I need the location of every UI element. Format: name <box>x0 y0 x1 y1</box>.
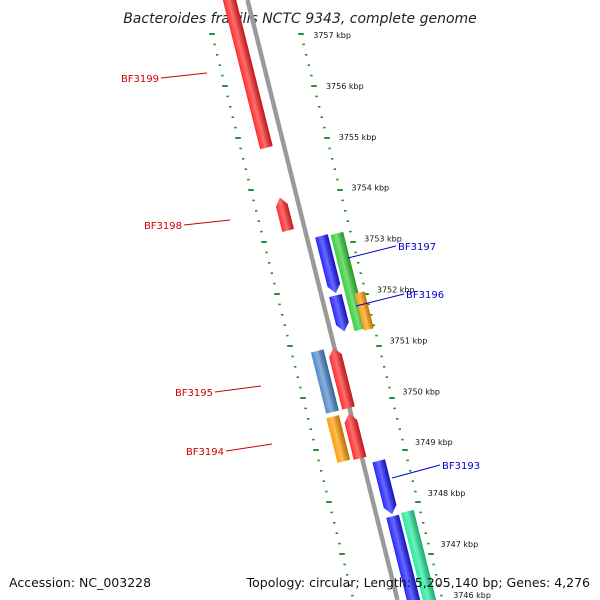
map-title: Bacteroides fragilis NCTC 9343, complete… <box>123 11 477 27</box>
kbp-tick-label: 3748 kbp <box>428 489 466 498</box>
kbp-tick-label: 3753 kbp <box>364 235 402 244</box>
accession-label: Accession: NC_003228 <box>9 575 152 590</box>
genome-stats: Topology: circular; Length: 5,205,140 bp… <box>246 575 590 590</box>
gene-leader-line <box>355 293 405 307</box>
gene-leader-line <box>225 443 273 452</box>
gene-labels: BF3199 BF3198 BF3197 BF3196 BF3195 BF3194 BF31… <box>121 72 480 479</box>
kbp-tick-label: 3746 kbp <box>453 591 491 600</box>
forward-strand-ruler <box>209 33 354 597</box>
gene-leader-line <box>183 219 231 226</box>
kbp-tick-label: 3755 kbp <box>339 133 377 142</box>
gene-orange-b <box>326 415 351 463</box>
gene-BF3194 <box>344 413 367 460</box>
gene-leader-line <box>391 464 441 479</box>
gene-blue-lower <box>386 514 421 600</box>
gene-features <box>222 0 437 600</box>
kbp-tick-label: 3750 kbp <box>402 387 440 396</box>
gene-BF3199 <box>222 0 273 150</box>
kbp-tick-label: 3757 kbp <box>313 31 351 40</box>
kbp-tick-label: 3751 kbp <box>390 336 428 345</box>
reverse-strand-ruler <box>298 33 443 597</box>
gene-label-BF3198: BF3198 <box>144 221 182 232</box>
gene-leader-line <box>160 72 208 79</box>
gene-teal <box>401 509 437 600</box>
gene-label-BF3199: BF3199 <box>121 74 159 85</box>
gene-label-BF3196: BF3196 <box>406 290 444 301</box>
gene-leader-line <box>347 245 397 259</box>
kbp-tick-label: 3752 kbp <box>377 286 415 295</box>
gene-label-BF3195: BF3195 <box>175 388 213 399</box>
gene-BF3193 <box>372 459 397 515</box>
gene-orange-a <box>354 291 374 331</box>
gene-BF3197 <box>315 234 341 294</box>
gene-label-BF3197: BF3197 <box>398 242 436 253</box>
kbp-tick-label: 3756 kbp <box>326 82 364 91</box>
gene-BF3198 <box>275 197 294 232</box>
gene-label-BF3194: BF3194 <box>186 447 224 458</box>
kbp-tick-label: 3747 kbp <box>441 540 479 549</box>
gene-BF3195 <box>329 347 355 410</box>
kbp-tick-labels: 3757 kbp 3756 kbp 3755 kbp 3754 kbp 3753 kbp… <box>313 31 491 600</box>
backbone-line <box>245 0 400 600</box>
gene-leader-line <box>214 385 262 393</box>
kbp-tick-label: 3749 kbp <box>415 438 453 447</box>
kbp-tick-label: 3754 kbp <box>351 184 389 193</box>
gene-steelblue <box>310 349 339 414</box>
gene-BF3196 <box>329 293 349 332</box>
gene-label-BF3193: BF3193 <box>442 461 480 472</box>
genome-backbone <box>245 0 400 600</box>
